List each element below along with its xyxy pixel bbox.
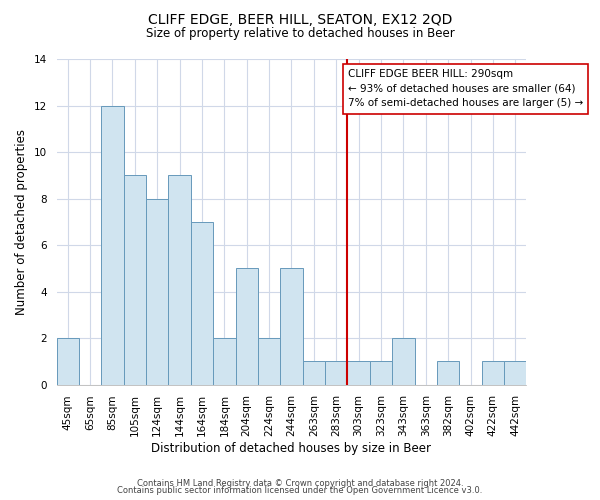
Bar [325,362,347,384]
Bar [370,362,392,384]
Bar [236,268,258,384]
Text: Contains HM Land Registry data © Crown copyright and database right 2024.: Contains HM Land Registry data © Crown c… [137,478,463,488]
Y-axis label: Number of detached properties: Number of detached properties [15,129,28,315]
Bar [347,362,370,384]
Bar [213,338,236,384]
Bar [56,338,79,384]
Bar [191,222,213,384]
Text: CLIFF EDGE BEER HILL: 290sqm
← 93% of detached houses are smaller (64)
7% of sem: CLIFF EDGE BEER HILL: 290sqm ← 93% of de… [348,69,583,108]
Bar [101,106,124,384]
X-axis label: Distribution of detached houses by size in Beer: Distribution of detached houses by size … [151,442,431,455]
Bar [258,338,280,384]
Bar [392,338,415,384]
Text: Contains public sector information licensed under the Open Government Licence v3: Contains public sector information licen… [118,486,482,495]
Bar [124,176,146,384]
Bar [482,362,504,384]
Bar [169,176,191,384]
Bar [437,362,460,384]
Bar [504,362,526,384]
Text: Size of property relative to detached houses in Beer: Size of property relative to detached ho… [146,28,454,40]
Bar [280,268,302,384]
Text: CLIFF EDGE, BEER HILL, SEATON, EX12 2QD: CLIFF EDGE, BEER HILL, SEATON, EX12 2QD [148,12,452,26]
Bar [146,198,169,384]
Bar [302,362,325,384]
